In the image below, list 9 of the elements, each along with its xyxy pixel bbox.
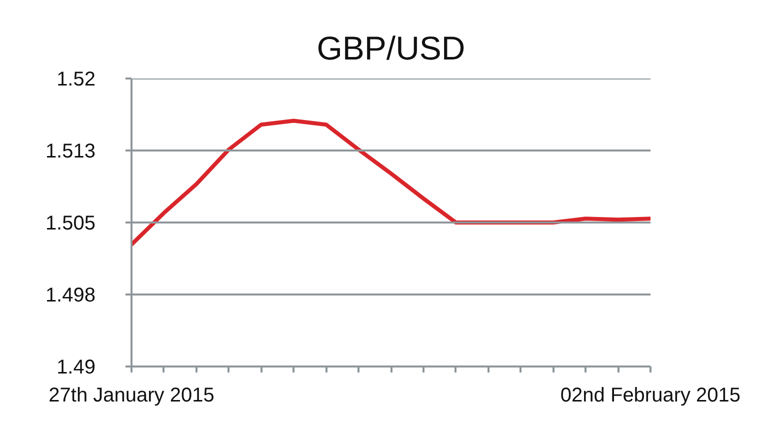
y-tick-label: 1.513: [45, 140, 96, 162]
x-tick-label: 27th January 2015: [48, 384, 214, 406]
chart-title: GBP/USD: [316, 30, 466, 66]
y-tick-label: 1.49: [56, 356, 96, 378]
y-tick-label: 1.52: [56, 68, 96, 90]
y-tick-label: 1.505: [45, 212, 96, 234]
line-series: [132, 118, 650, 247]
x-tick-label: 02nd February 2015: [560, 384, 741, 406]
y-tick-label: 1.498: [45, 284, 96, 306]
